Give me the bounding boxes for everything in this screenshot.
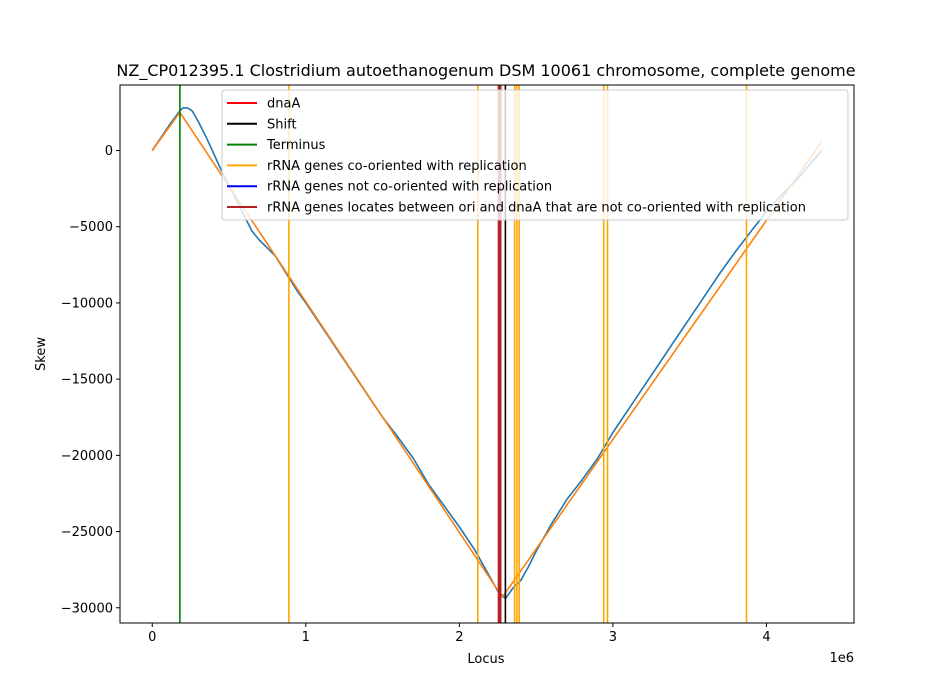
y-tick-label-3: −15000	[61, 373, 113, 388]
chart-title: NZ_CP012395.1 Clostridium autoethanogenu…	[116, 61, 855, 81]
legend-box	[221, 89, 849, 221]
plot-frame	[119, 84, 855, 624]
x-tick-label-3: 3	[609, 630, 617, 645]
legend-label-3: rRNA genes co-oriented with replication	[267, 159, 527, 174]
x-axis-offset-label: 1e6	[829, 651, 854, 666]
legend: dnaA Shift Terminus rRNA genes co-oriented …	[221, 89, 849, 221]
legend-label-1: Shift	[267, 117, 297, 132]
y-tick-label-4: −20000	[61, 449, 113, 464]
y-tick-label-1: −5000	[69, 220, 113, 235]
axes: 0 1 2 3 4 0 −5000 −10000 −15000 −20000 −25000 −3000…	[61, 84, 855, 645]
y-axis-label: Skew	[34, 337, 49, 371]
series-line-0	[151, 107, 823, 600]
y-tick-label-6: −30000	[61, 601, 113, 616]
legend-label-5: rRNA genes locates between ori and dnaA …	[267, 201, 806, 216]
y-tick-label-5: −25000	[61, 525, 113, 540]
x-tick-label-4: 4	[762, 630, 770, 645]
x-axis-label: Locus	[467, 652, 504, 667]
x-tick-label-1: 1	[302, 630, 310, 645]
x-tick-label-0: 0	[148, 630, 156, 645]
legend-label-0: dnaA	[267, 97, 300, 112]
series-line-1	[151, 111, 823, 598]
legend-label-4: rRNA genes not co-oriented with replicat…	[267, 180, 552, 195]
legend-label-2: Terminus	[266, 138, 326, 153]
y-tick-label-0: 0	[105, 144, 113, 159]
x-tick-label-2: 2	[455, 630, 463, 645]
y-tick-label-2: −10000	[61, 296, 113, 311]
